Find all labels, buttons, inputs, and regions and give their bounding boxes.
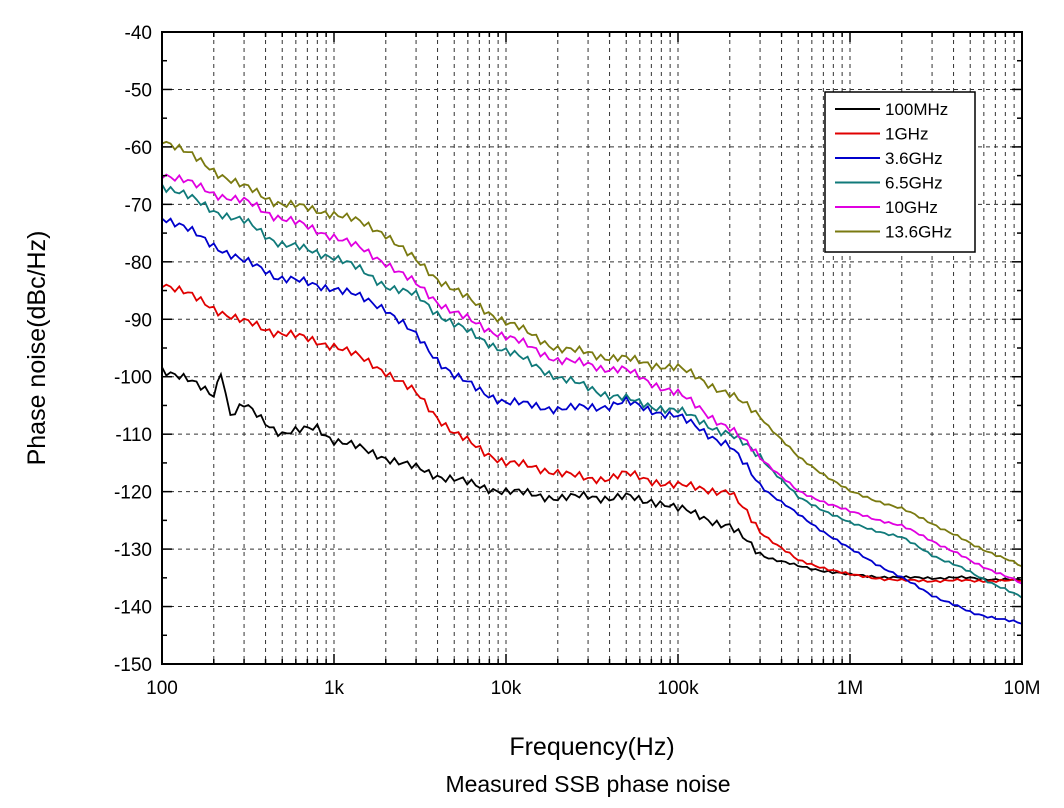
x-tick-label: 100 [146, 678, 178, 699]
x-tick-label: 10M [1004, 678, 1041, 699]
y-tick-label: -40 [125, 23, 152, 44]
legend-box [824, 91, 976, 253]
series-line-3.6GHz [161, 217, 1023, 625]
x-tick-label: 1M [837, 678, 863, 699]
y-tick-label: -80 [125, 253, 152, 274]
x-tick-label: 1k [324, 678, 345, 699]
y-tick-label: -50 [125, 80, 152, 101]
y-tick-label: -110 [115, 425, 152, 446]
y-tick-label: -150 [114, 655, 152, 676]
y-tick-label: -100 [114, 368, 152, 389]
legend-label: 3.6GHz [885, 149, 943, 168]
legend-label: 100MHz [885, 100, 948, 119]
series-line-6.5GHz [161, 183, 1023, 599]
y-tick-label: -70 [125, 195, 152, 216]
y-tick-label: -60 [125, 138, 152, 159]
series-lines [161, 140, 1023, 625]
x-axis-label: Frequency(Hz) [509, 733, 674, 761]
y-axis-label: Phase noise(dBc/Hz) [23, 231, 51, 466]
y-tick-label: -130 [114, 540, 152, 561]
series-line-13.6GHz [161, 140, 1023, 568]
y-tick-label: -140 [114, 598, 152, 619]
axis-ticks: -40 -50 -60 -70 -80 -90 -100 -110 -120 -130 -140 -1… [114, 23, 1041, 699]
legend: 100MHz 1GHz 3.6GHz 6.5GHz 10GHz 13.6GHz [824, 91, 976, 253]
legend-label: 13.6GHz [885, 223, 952, 242]
y-tick-label: -120 [114, 483, 152, 504]
series-line-1GHz [161, 283, 1023, 584]
x-tick-label: 100k [657, 678, 699, 699]
series-line-10GHz [161, 173, 1023, 585]
x-tick-label: 10k [491, 678, 522, 699]
legend-label: 10GHz [885, 198, 938, 217]
legend-label: 6.5GHz [885, 174, 943, 193]
legend-label: 1GHz [885, 125, 928, 144]
y-tick-label: -90 [125, 310, 152, 331]
caption: Measured SSB phase noise [445, 771, 730, 797]
